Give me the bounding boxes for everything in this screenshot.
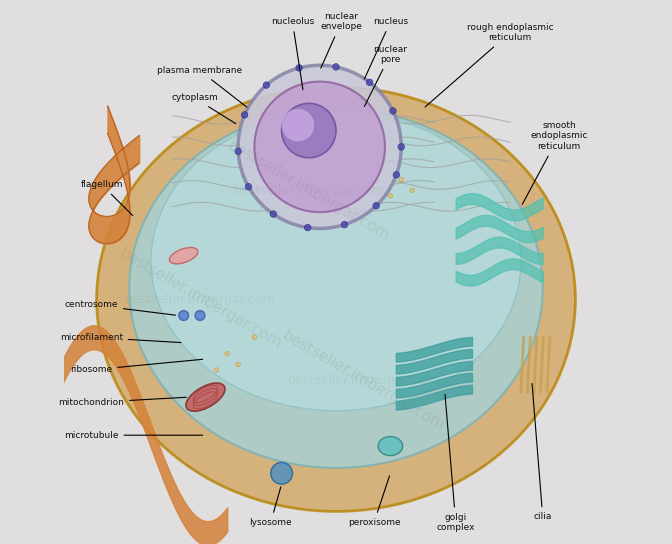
Ellipse shape: [271, 462, 292, 484]
Ellipse shape: [245, 183, 252, 190]
Ellipse shape: [263, 82, 269, 88]
Ellipse shape: [390, 108, 396, 114]
Ellipse shape: [151, 112, 521, 411]
Text: centrosome: centrosome: [65, 300, 175, 315]
Text: nucleolus: nucleolus: [271, 17, 314, 90]
Ellipse shape: [393, 171, 400, 178]
Text: peroxisome: peroxisome: [348, 476, 401, 527]
Text: microfilament: microfilament: [60, 333, 181, 343]
Text: golgi
complex: golgi complex: [436, 394, 475, 532]
Text: nuclear
pore: nuclear pore: [364, 45, 407, 106]
Ellipse shape: [195, 311, 205, 320]
Ellipse shape: [398, 144, 405, 150]
Text: rough endoplasmic
reticulum: rough endoplasmic reticulum: [425, 23, 554, 107]
Ellipse shape: [179, 311, 189, 320]
Ellipse shape: [252, 335, 257, 339]
Ellipse shape: [366, 79, 373, 85]
Ellipse shape: [296, 65, 302, 71]
Ellipse shape: [388, 194, 392, 198]
Text: nucleus: nucleus: [364, 17, 408, 79]
Text: microtubule: microtubule: [64, 431, 203, 440]
Ellipse shape: [225, 351, 229, 356]
Text: bestseller.imbergar.com: bestseller.imbergar.com: [280, 328, 447, 434]
Ellipse shape: [236, 362, 241, 367]
Ellipse shape: [282, 103, 336, 158]
Text: ribosome: ribosome: [70, 359, 203, 374]
Ellipse shape: [241, 112, 248, 118]
Ellipse shape: [235, 148, 241, 154]
Ellipse shape: [186, 383, 225, 411]
Ellipse shape: [270, 211, 277, 217]
Ellipse shape: [304, 224, 311, 231]
Text: plasma membrane: plasma membrane: [157, 66, 247, 107]
Ellipse shape: [169, 248, 198, 264]
Text: smooth
endoplasmic
reticulum: smooth endoplasmic reticulum: [522, 121, 588, 205]
Text: lysosome: lysosome: [249, 487, 292, 527]
Text: bestseller.imbergar.com: bestseller.imbergar.com: [125, 293, 276, 306]
Ellipse shape: [282, 109, 314, 141]
Ellipse shape: [214, 368, 218, 372]
Text: bestseller.imbergar.com: bestseller.imbergar.com: [288, 374, 439, 387]
Ellipse shape: [97, 87, 575, 511]
Ellipse shape: [410, 188, 415, 193]
Ellipse shape: [255, 82, 385, 212]
Text: cilia: cilia: [532, 384, 552, 521]
Text: bestseller.imbergar.com: bestseller.imbergar.com: [116, 246, 284, 352]
Ellipse shape: [238, 65, 401, 228]
Ellipse shape: [399, 177, 403, 182]
Ellipse shape: [341, 221, 347, 228]
Text: bestseller.imbergar.com: bestseller.imbergar.com: [233, 184, 384, 197]
Ellipse shape: [333, 64, 339, 70]
Text: bestseller.imbergar.com: bestseller.imbergar.com: [225, 138, 392, 243]
Text: cytoplasm: cytoplasm: [171, 94, 236, 123]
Ellipse shape: [378, 436, 403, 456]
Text: flagellum: flagellum: [81, 181, 133, 215]
Ellipse shape: [373, 202, 380, 209]
Ellipse shape: [129, 109, 543, 468]
Text: nuclear
envelope: nuclear envelope: [321, 12, 362, 68]
Text: mitochondrion: mitochondrion: [58, 397, 186, 407]
